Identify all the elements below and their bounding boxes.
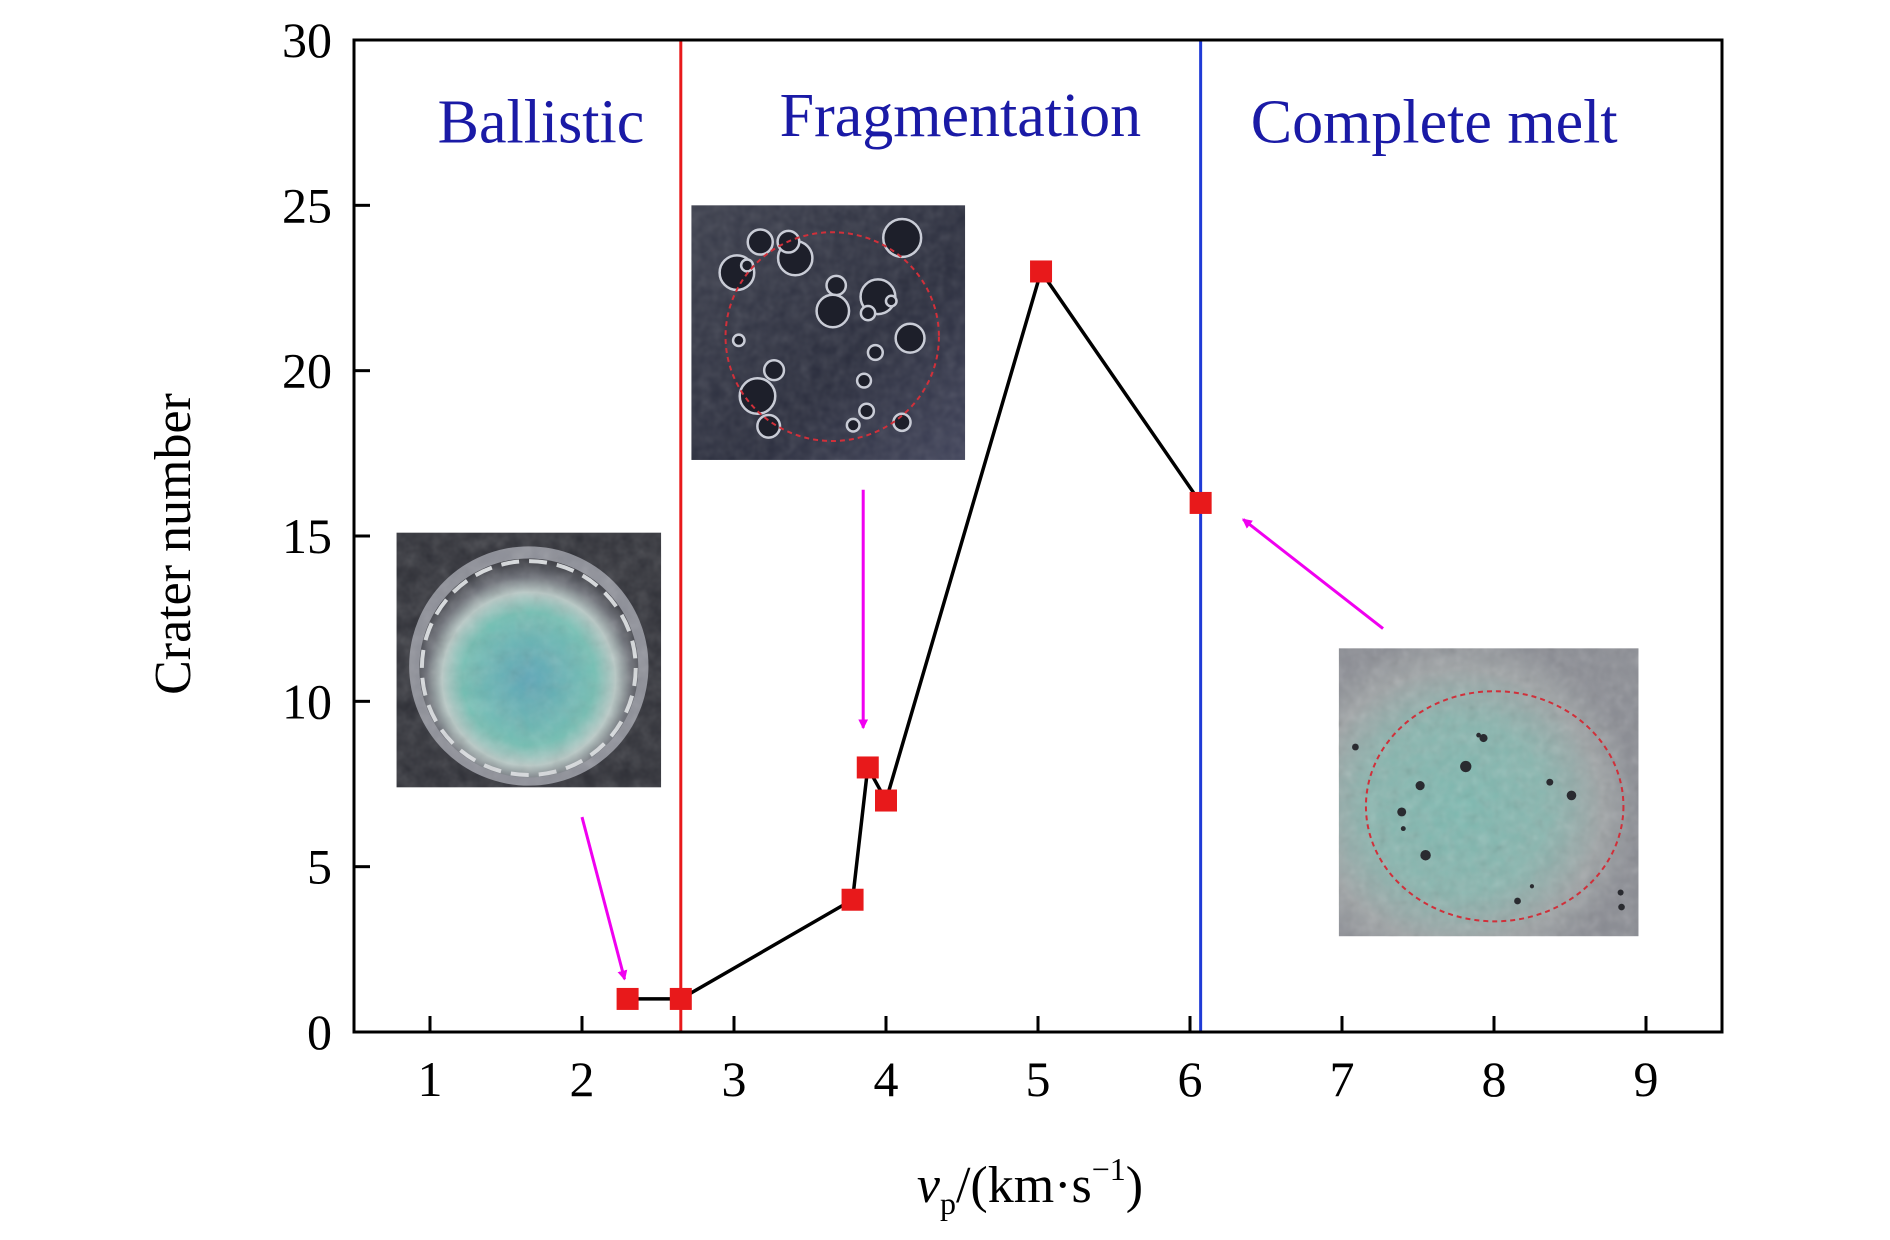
- y-tick-label: 5: [307, 839, 332, 895]
- x-axis-label-subscript: p: [940, 1185, 956, 1221]
- data-point: [1030, 260, 1053, 283]
- y-tick-label: 20: [282, 343, 332, 399]
- x-tick-label: 4: [874, 1051, 899, 1107]
- x-axis-label-unit: /(km·s: [956, 1157, 1092, 1214]
- arrow-1: [580, 816, 628, 981]
- region-label-3: Complete melt: [1251, 89, 1618, 157]
- x-axis-label-close: ): [1126, 1157, 1143, 1214]
- axes: 1 2 3 4 5 6 7 8 9 0 5 10 15 20 25 30: [282, 12, 1724, 1107]
- x-tick-label: 1: [418, 1051, 443, 1107]
- x-tick-label: 3: [722, 1051, 747, 1107]
- y-tick-label: 10: [282, 673, 332, 729]
- region-labels: Ballistic Fragmentation Complete melt: [438, 82, 1618, 157]
- data-point: [616, 987, 639, 1010]
- y-axis-label: Crater number: [145, 393, 202, 695]
- data-point: [669, 987, 692, 1010]
- x-tick-label: 9: [1634, 1051, 1659, 1107]
- x-tick-label: 5: [1026, 1051, 1051, 1107]
- y-tick-label: 25: [282, 177, 332, 233]
- data-point: [856, 756, 879, 779]
- inset-images: [396, 205, 1639, 937]
- x-axis-label-exponent: −1: [1092, 1151, 1126, 1187]
- x-axis-label: vp/(km·s−1): [917, 1151, 1143, 1221]
- x-tick-label: 2: [570, 1051, 595, 1107]
- x-tick-label: 7: [1330, 1051, 1355, 1107]
- data-series: [616, 260, 1212, 1010]
- arrow-3: [1242, 518, 1384, 630]
- callout-arrows: [580, 489, 1384, 981]
- data-point: [841, 888, 864, 911]
- crater-image-fragmentation: [691, 205, 966, 460]
- y-tick-label: 0: [307, 1004, 332, 1060]
- region-label-2: Fragmentation: [780, 82, 1142, 150]
- crater-image-melt: [1338, 648, 1639, 937]
- x-tick-label: 8: [1482, 1051, 1507, 1107]
- crater-image-ballistic: [396, 532, 662, 788]
- data-point: [1189, 491, 1212, 514]
- regime-boundaries: [679, 40, 1203, 1032]
- x-axis-label-symbol: v: [917, 1157, 941, 1214]
- region-label-1: Ballistic: [438, 89, 645, 157]
- x-tick-label: 6: [1178, 1051, 1203, 1107]
- data-point: [875, 789, 897, 812]
- y-tick-label: 15: [282, 508, 332, 564]
- y-tick-label: 30: [282, 12, 332, 68]
